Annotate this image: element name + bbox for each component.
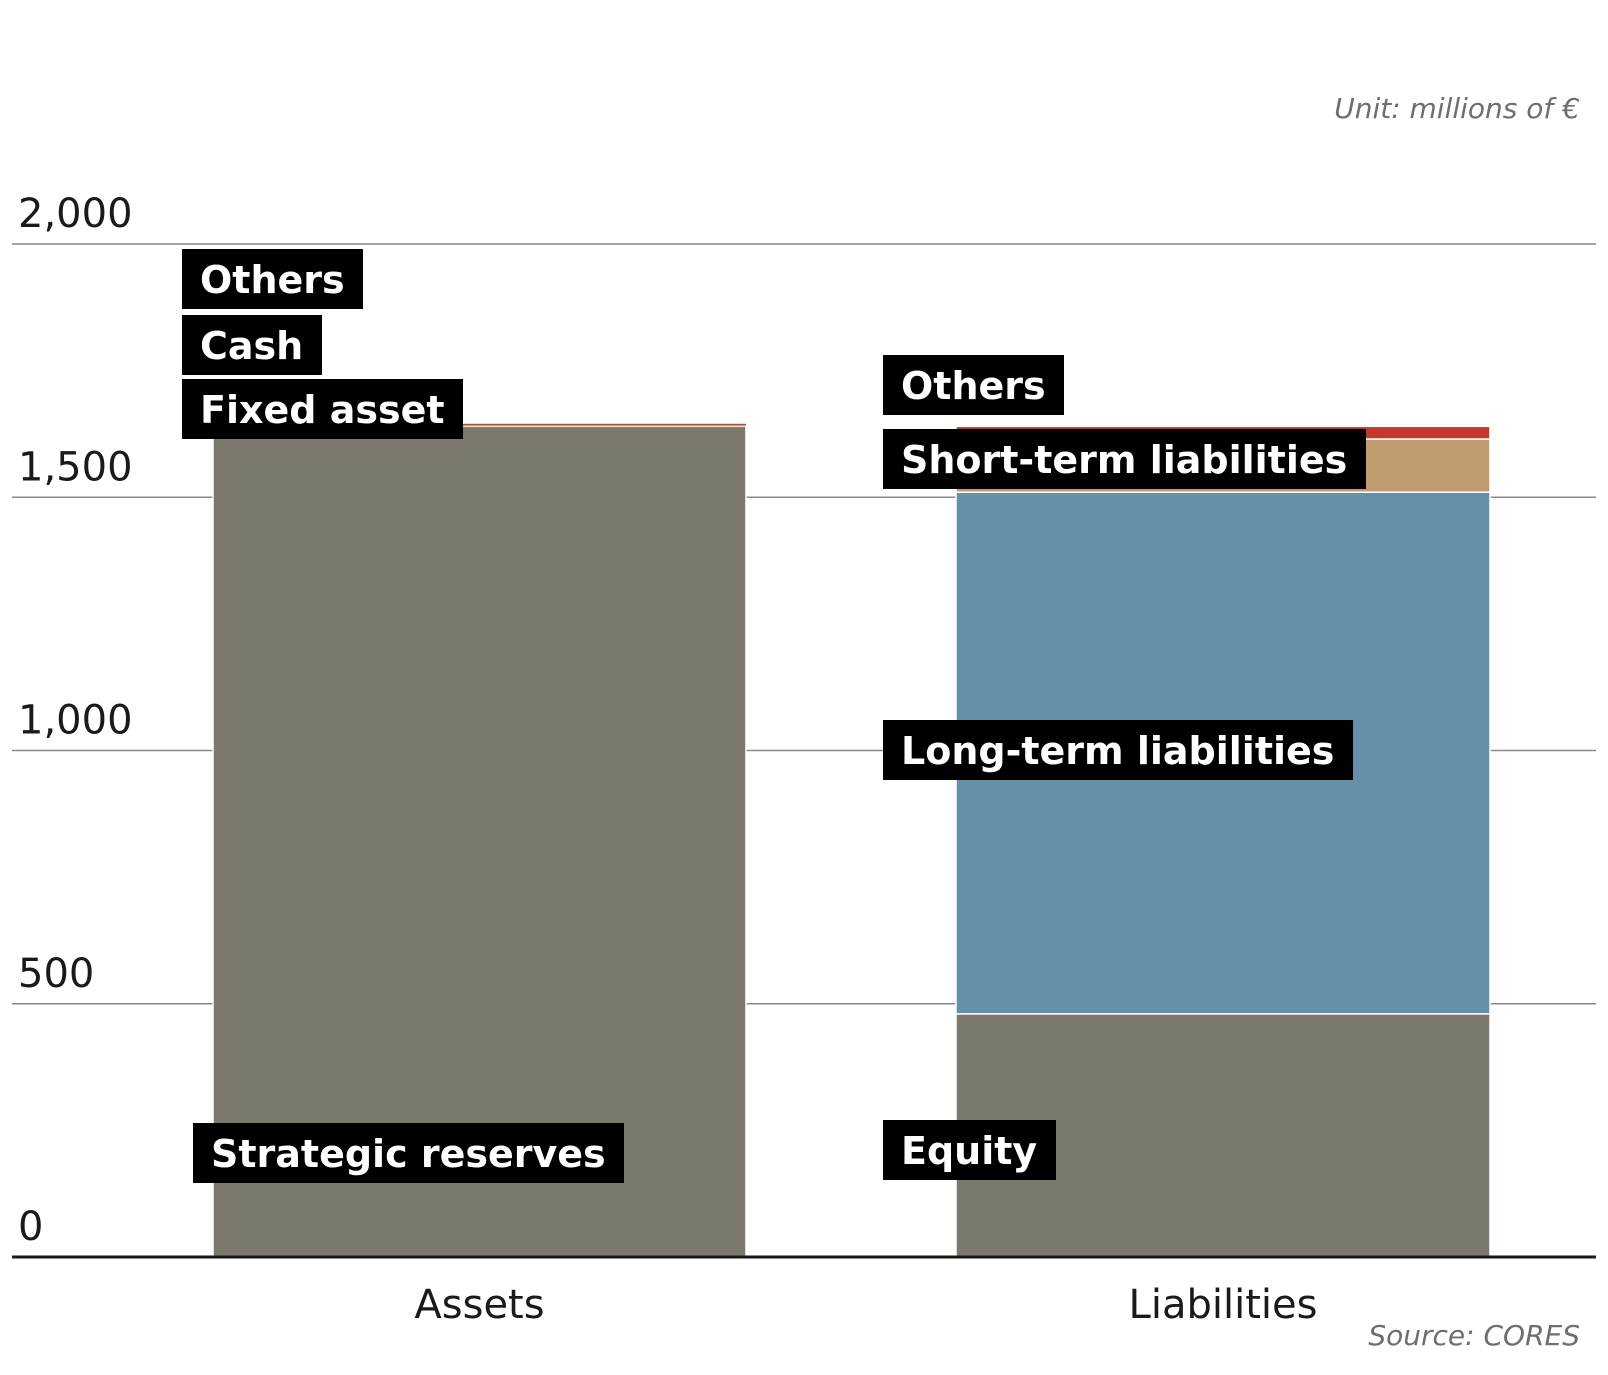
segment-label: Others (182, 249, 363, 309)
y-tick-label: 1,000 (18, 698, 133, 744)
segment-labels: Strategic reserves Fixed asset Cash Others E… (182, 249, 1366, 1183)
y-tick-label: 2,000 (18, 191, 133, 237)
segment-label-box (883, 1120, 1056, 1180)
y-tick-label: 0 (18, 1204, 43, 1250)
segment-label-box (182, 315, 322, 375)
segment-label: Equity (883, 1120, 1056, 1180)
segment-label-box (883, 720, 1353, 780)
segment-label-text: Others (901, 364, 1046, 408)
x-axis-category-labels: Assets Liabilities (414, 1282, 1317, 1328)
segment-label-box (182, 249, 363, 309)
segment-label: Cash (182, 315, 322, 375)
segment-label: Fixed asset (182, 379, 463, 439)
x-category-label: Assets (414, 1282, 544, 1328)
y-tick-label: 1,500 (18, 444, 133, 490)
segment-label-box (883, 355, 1064, 415)
segment-label: Short-term liabilities (883, 429, 1366, 489)
unit-note: Unit: millions of € (1334, 92, 1580, 125)
segment-label-box (193, 1123, 624, 1183)
source-note: Source: CORES (1368, 1319, 1580, 1352)
segment-label-text: Equity (901, 1129, 1037, 1173)
y-axis-tick-labels: 0 500 1,000 1,500 2,000 (18, 191, 133, 1250)
segment-label-text: Strategic reserves (211, 1132, 606, 1176)
segment-label: Long-term liabilities (883, 720, 1353, 780)
x-category-label: Liabilities (1129, 1282, 1318, 1328)
segment-label-text: Short-term liabilities (901, 438, 1347, 482)
segment-label: Strategic reserves (193, 1123, 624, 1183)
bar-segment (213, 425, 746, 427)
segment-label: Others (883, 355, 1064, 415)
y-tick-label: 500 (18, 951, 94, 997)
segment-label-text: Cash (200, 324, 303, 368)
bar-segment (213, 423, 746, 425)
segment-label-box (883, 429, 1366, 489)
segment-label-text: Long-term liabilities (901, 729, 1334, 773)
segment-label-box (182, 379, 463, 439)
segment-label-text: Others (200, 258, 345, 302)
bar-segment (212, 425, 747, 1258)
bar-segment (213, 424, 746, 426)
segment-label-text: Fixed asset (200, 388, 445, 432)
